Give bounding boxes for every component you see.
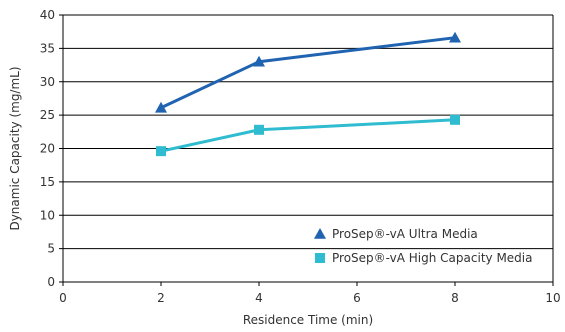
data-point <box>450 114 460 125</box>
series-2 <box>156 114 460 157</box>
y-tick-label: 0 <box>47 275 55 289</box>
series-1 <box>155 31 461 113</box>
y-tick-label: 20 <box>40 142 55 156</box>
x-tick-label: 10 <box>545 291 560 305</box>
legend-item-1: ProSep®-vA Ultra Media <box>314 227 478 241</box>
x-tick-label: 4 <box>255 291 263 305</box>
axes-layer: 0 5 10 15 20 25 30 35 40 0 2 4 6 8 10 <box>40 8 561 305</box>
series-layer <box>155 31 461 157</box>
x-tick-label: 6 <box>353 291 361 305</box>
data-point <box>253 55 265 67</box>
grid-layer <box>63 14 553 250</box>
series-line <box>160 118 456 153</box>
y-axis-title: Dynamic Capacity (mg/mL) <box>8 66 22 230</box>
data-point <box>155 101 167 113</box>
y-tick-label: 40 <box>40 8 55 22</box>
x-tick-label: 2 <box>157 291 165 305</box>
legend-marker <box>315 253 325 263</box>
x-axis-title: Residence Time (min) <box>243 313 373 327</box>
data-point <box>449 31 461 43</box>
data-point <box>254 124 264 135</box>
legend-item-2: ProSep®-vA High Capacity Media <box>315 251 532 265</box>
legend-label: ProSep®-vA Ultra Media <box>332 227 478 241</box>
x-tick-label: 0 <box>59 291 67 305</box>
y-tick-label: 10 <box>40 208 55 222</box>
y-tick-label: 5 <box>47 242 55 256</box>
y-tick-label: 30 <box>40 75 55 89</box>
legend-marker <box>314 228 326 239</box>
data-point <box>156 146 166 157</box>
legend: ProSep®-vA Ultra Media ProSep®-vA High Ca… <box>314 227 532 265</box>
y-tick-label: 15 <box>40 175 55 189</box>
y-tick-label: 35 <box>40 41 55 55</box>
y-tick-label: 25 <box>40 108 55 122</box>
legend-label: ProSep®-vA High Capacity Media <box>332 251 532 265</box>
x-tick-label: 8 <box>451 291 459 305</box>
